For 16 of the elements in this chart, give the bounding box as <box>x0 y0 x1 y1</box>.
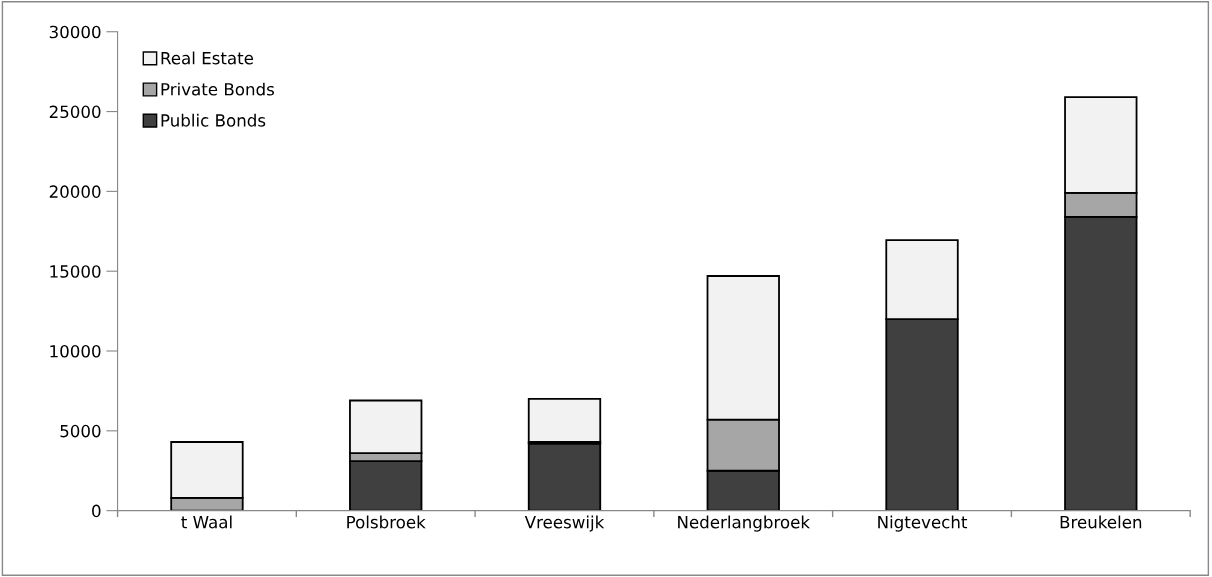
x-tick-label: Nigtevecht <box>878 515 968 532</box>
x-tick-label: Polsbroek <box>347 515 426 529</box>
x-tick-label: Nederlangbroek <box>678 515 810 532</box>
y-tick-label: 15000 <box>50 265 101 278</box>
legend-label: Real Estate <box>161 51 254 65</box>
y-tick-label: 20000 <box>49 185 101 198</box>
x-tick-label: Vreeswijk <box>524 515 605 532</box>
x-tick-label: t Waal <box>181 515 232 529</box>
y-tick-label: 0 <box>92 504 101 518</box>
y-tick-label: 10000 <box>50 344 101 358</box>
legend-label: Public Bonds <box>161 113 266 127</box>
y-tick-label: 5000 <box>60 424 101 438</box>
y-tick-label: 30000 <box>49 25 101 39</box>
y-tick-label: 25000 <box>49 105 101 119</box>
legend-label: Private Bonds <box>161 82 274 96</box>
x-tick-label: Breukelen <box>1060 515 1142 529</box>
